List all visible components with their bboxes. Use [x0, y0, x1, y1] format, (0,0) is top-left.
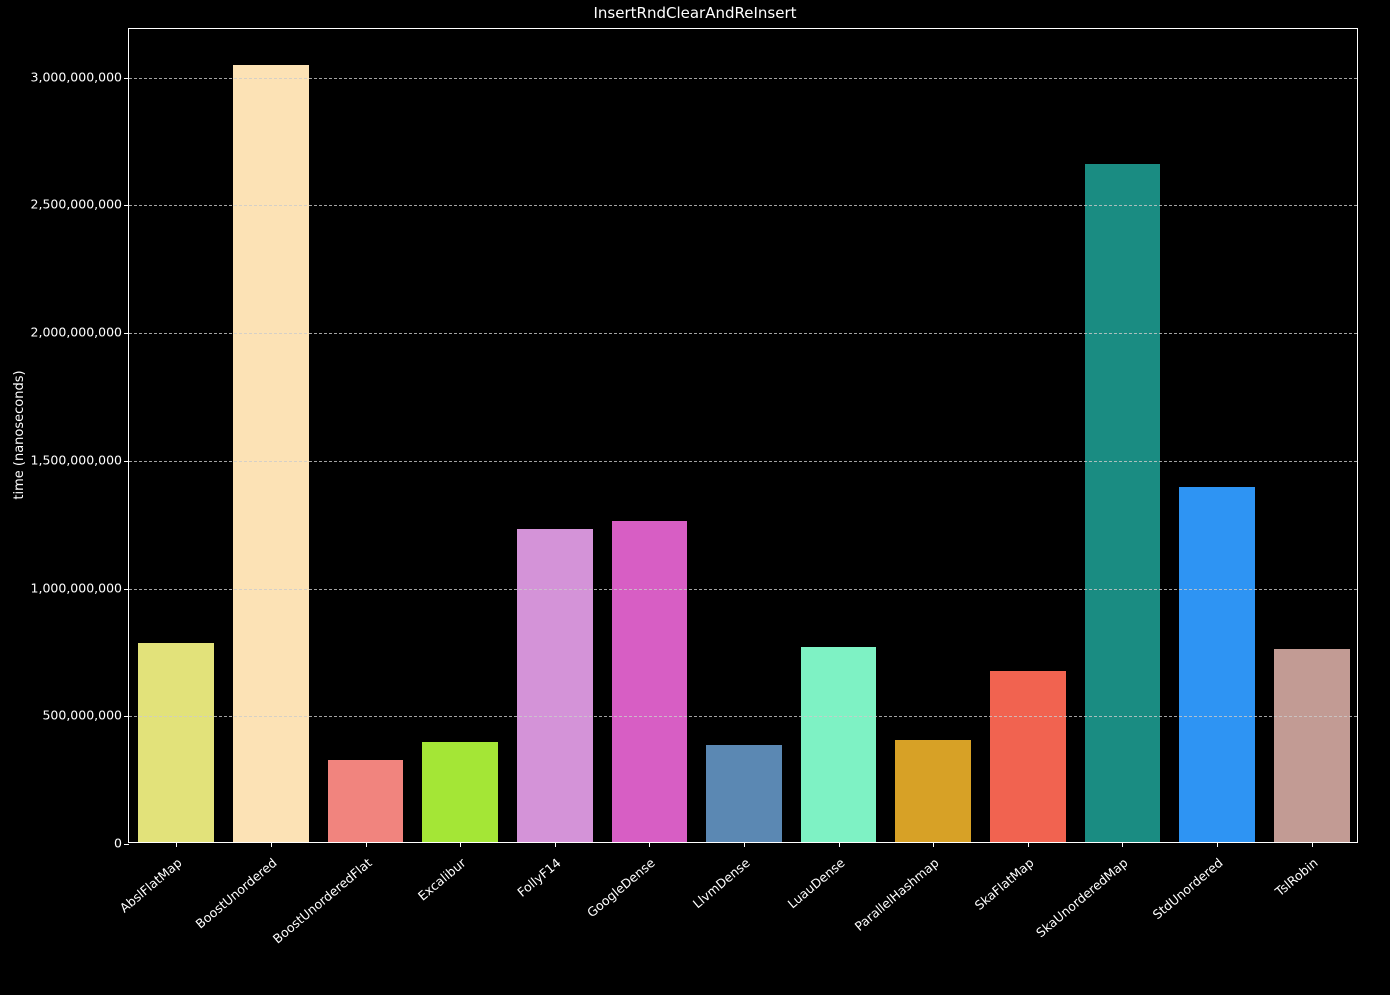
bar — [233, 65, 309, 842]
bar — [706, 745, 782, 842]
bar — [990, 671, 1066, 842]
x-tick-mark — [366, 842, 367, 847]
bar — [612, 521, 688, 842]
x-tick-label: Excalibur — [306, 855, 469, 995]
x-tick-label: SkaUnorderedMap — [968, 855, 1131, 995]
bar — [801, 647, 877, 842]
y-axis-label: time (nanoseconds) — [12, 370, 27, 499]
x-tick-label: BoostUnordered — [117, 855, 280, 995]
y-tick-mark — [124, 844, 129, 845]
x-tick-mark — [271, 842, 272, 847]
x-tick-mark — [744, 842, 745, 847]
bars-layer — [129, 29, 1357, 842]
bar — [895, 740, 971, 842]
x-tick-mark — [176, 842, 177, 847]
x-tick-label: TslRobin — [1157, 855, 1320, 995]
grid-line — [129, 333, 1357, 334]
grid-line — [129, 205, 1357, 206]
y-tick-label: 3,000,000,000 — [31, 69, 122, 84]
x-tick-label: GoogleDense — [495, 855, 658, 995]
grid-line — [129, 716, 1357, 717]
x-tick-mark — [1028, 842, 1029, 847]
grid-line — [129, 589, 1357, 590]
chart-container: InsertRndClearAndReInsert time (nanoseco… — [0, 0, 1390, 968]
x-tick-mark — [649, 842, 650, 847]
x-tick-label: FollyF14 — [401, 855, 564, 995]
x-tick-mark — [839, 842, 840, 847]
grid-line — [129, 78, 1357, 79]
y-tick-label: 1,500,000,000 — [31, 452, 122, 467]
y-tick-mark — [124, 461, 129, 462]
plot-area — [128, 28, 1358, 843]
x-tick-label: ParallelHashmap — [779, 855, 942, 995]
x-tick-label: AbslFlatMap — [22, 855, 185, 995]
y-tick-mark — [124, 589, 129, 590]
y-tick-mark — [124, 716, 129, 717]
chart-title: InsertRndClearAndReInsert — [0, 4, 1390, 22]
x-tick-label: BoostUnorderedFlat — [211, 855, 374, 995]
y-tick-label: 2,000,000,000 — [31, 325, 122, 340]
x-tick-mark — [1217, 842, 1218, 847]
y-tick-label: 0 — [114, 836, 122, 851]
bar — [328, 760, 404, 842]
x-tick-mark — [555, 842, 556, 847]
y-tick-mark — [124, 333, 129, 334]
y-tick-label: 1,000,000,000 — [31, 580, 122, 595]
x-tick-mark — [460, 842, 461, 847]
x-tick-label: SkaFlatMap — [874, 855, 1037, 995]
y-tick-label: 2,500,000,000 — [31, 197, 122, 212]
x-tick-mark — [1122, 842, 1123, 847]
bar — [1179, 487, 1255, 842]
y-tick-label: 500,000,000 — [42, 708, 122, 723]
bar — [138, 643, 214, 842]
bar — [422, 742, 498, 842]
bar — [1274, 649, 1350, 842]
x-tick-label: LlvmDense — [590, 855, 753, 995]
x-tick-mark — [1312, 842, 1313, 847]
x-tick-label: StdUnordered — [1063, 855, 1226, 995]
grid-line — [129, 461, 1357, 462]
x-tick-mark — [933, 842, 934, 847]
y-tick-mark — [124, 78, 129, 79]
bar — [517, 529, 593, 842]
y-tick-mark — [124, 205, 129, 206]
x-tick-label: LuauDense — [684, 855, 847, 995]
bar — [1085, 164, 1161, 842]
